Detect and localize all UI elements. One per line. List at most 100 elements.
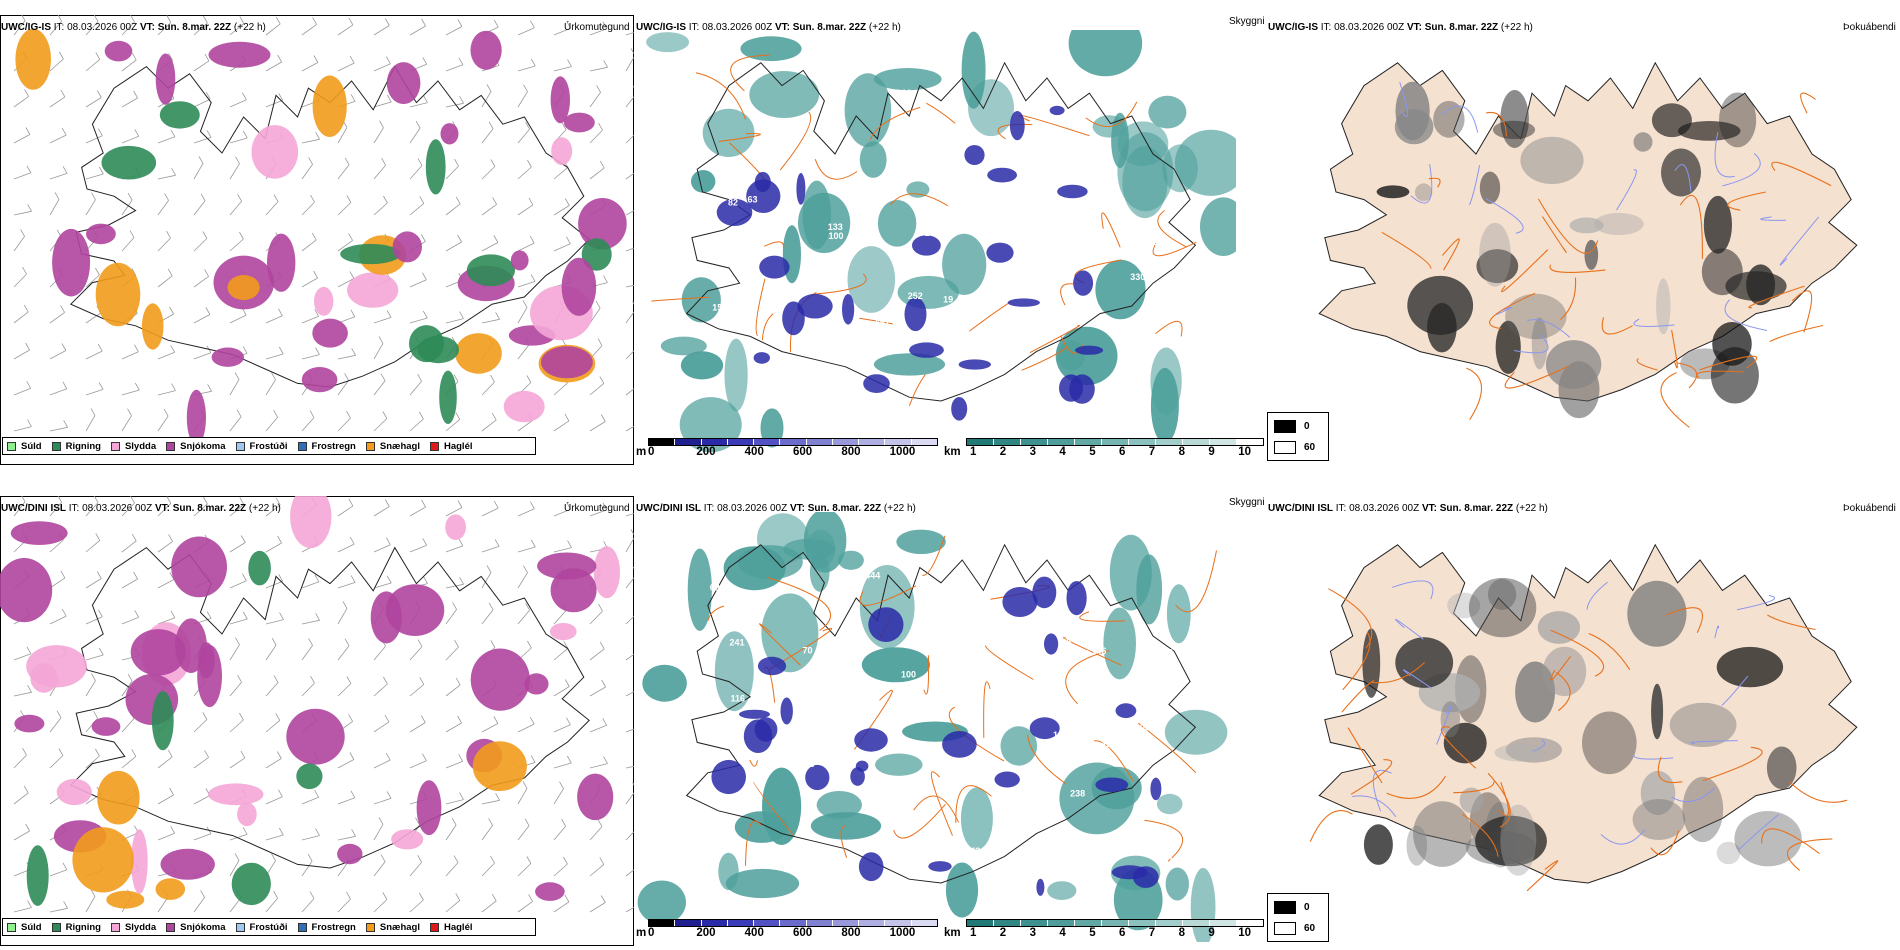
wind-barb-flag xyxy=(350,309,356,317)
colorbar-segment xyxy=(1102,920,1129,926)
wind-barb-flag xyxy=(378,336,384,344)
wind-barb-flag xyxy=(386,575,392,584)
wind-barb xyxy=(409,760,427,769)
road-line xyxy=(1381,231,1432,269)
road-line xyxy=(1671,329,1678,369)
ceiling-unit-label: m xyxy=(636,927,647,939)
precip-area xyxy=(267,233,296,292)
wind-barb-flag xyxy=(564,679,570,687)
road-line xyxy=(1347,727,1383,784)
fog-area xyxy=(1479,222,1511,287)
precip-area xyxy=(15,28,51,90)
road-line xyxy=(930,771,953,836)
wind-barb xyxy=(301,619,320,625)
wind-barb-flag xyxy=(600,414,606,422)
colorbar-segment xyxy=(832,439,860,445)
wind-barb xyxy=(625,311,634,324)
wind-barb-flag xyxy=(523,565,528,573)
wind-barb xyxy=(13,236,25,252)
wind-barb-flag xyxy=(25,342,30,351)
road-line xyxy=(767,577,831,631)
wind-barb xyxy=(409,102,428,108)
precip-type-legend: Súld Rigning Slydda Snjókoma Frostúði Frostre… xyxy=(2,918,536,936)
wind-barb xyxy=(373,380,386,396)
precip-area xyxy=(208,783,264,806)
precip-area xyxy=(370,591,402,644)
wind-barb xyxy=(85,312,102,324)
wind-barb xyxy=(445,583,464,589)
wind-barb-flag xyxy=(96,90,102,98)
visibility-tick-labels: 1 2 3 4 5 6 7 8 9 10 xyxy=(966,927,1264,941)
ceiling-value-label: 330 xyxy=(1130,272,1145,282)
wind-barb xyxy=(337,380,349,396)
wind-barb xyxy=(157,896,169,913)
wind-barb xyxy=(517,27,535,36)
river-line xyxy=(1739,814,1779,850)
river-line xyxy=(1495,306,1512,316)
ceiling-value-label: 122 xyxy=(839,585,854,595)
precip-area xyxy=(455,333,502,374)
road-line xyxy=(753,781,794,836)
wind-barb-flag xyxy=(62,166,68,174)
wind-barb-flag xyxy=(599,641,605,650)
road-line xyxy=(859,317,893,325)
wind-barb xyxy=(301,417,315,432)
wind-barb xyxy=(229,644,240,661)
wind-barb-flag xyxy=(526,375,532,383)
wind-barb xyxy=(373,645,386,661)
wind-barb-flag xyxy=(386,791,392,799)
road-line xyxy=(1748,285,1805,309)
wind-barb xyxy=(193,897,205,913)
wind-barb xyxy=(517,825,530,841)
precip-area xyxy=(97,770,140,825)
colorbar-segment xyxy=(885,920,912,926)
road-line xyxy=(761,313,774,341)
river-line xyxy=(1600,829,1645,845)
wind-barb xyxy=(265,682,279,697)
wind-barb xyxy=(157,756,173,769)
colorbar-segment xyxy=(649,439,676,445)
wind-barb-flag xyxy=(494,539,500,547)
fog-area xyxy=(1569,217,1604,234)
ceiling-area xyxy=(951,397,968,421)
wind-barb xyxy=(49,199,60,216)
wind-barb-flag xyxy=(204,269,209,277)
wind-barb xyxy=(193,238,208,252)
wind-barb xyxy=(445,203,461,216)
wind-barb xyxy=(373,582,392,589)
legend-item: Slydda xyxy=(110,441,156,452)
ceiling-area xyxy=(757,656,787,676)
precip-area xyxy=(104,40,133,62)
wind-barb-flag xyxy=(56,710,62,718)
visibility-unit-label: km xyxy=(944,446,961,458)
road-line xyxy=(983,681,991,738)
road-line xyxy=(1504,365,1569,389)
fog-index-map-bottom xyxy=(1309,543,1858,892)
wind-barb xyxy=(373,127,384,144)
wind-barb-flag xyxy=(344,373,349,381)
road-line xyxy=(1065,650,1110,705)
legend-label: Frostúði xyxy=(249,440,288,452)
colorbar-tick-label: 600 xyxy=(793,446,813,458)
wind-barb xyxy=(85,616,103,625)
fog-area xyxy=(1710,347,1759,404)
wind-barb-flag xyxy=(311,232,317,241)
wind-barb xyxy=(265,796,283,805)
fog-area xyxy=(1682,776,1724,843)
visibility-area xyxy=(847,246,896,313)
wind-barb-flag xyxy=(422,753,427,761)
fog-area xyxy=(1500,90,1529,148)
wind-barb-flag xyxy=(58,748,64,756)
precip-area xyxy=(593,546,620,599)
wind-barb-flag xyxy=(598,122,603,131)
ceiling-value-label: 238 xyxy=(1070,788,1085,798)
wind-barb xyxy=(49,426,68,432)
road-line xyxy=(814,159,858,180)
river-line xyxy=(1532,739,1546,752)
road-line xyxy=(1549,264,1606,273)
wind-barb xyxy=(265,201,279,216)
wind-barb-flag xyxy=(170,129,176,137)
visibility-area xyxy=(1047,881,1077,900)
wind-barb xyxy=(409,203,425,216)
wind-barb-flag xyxy=(525,603,530,611)
